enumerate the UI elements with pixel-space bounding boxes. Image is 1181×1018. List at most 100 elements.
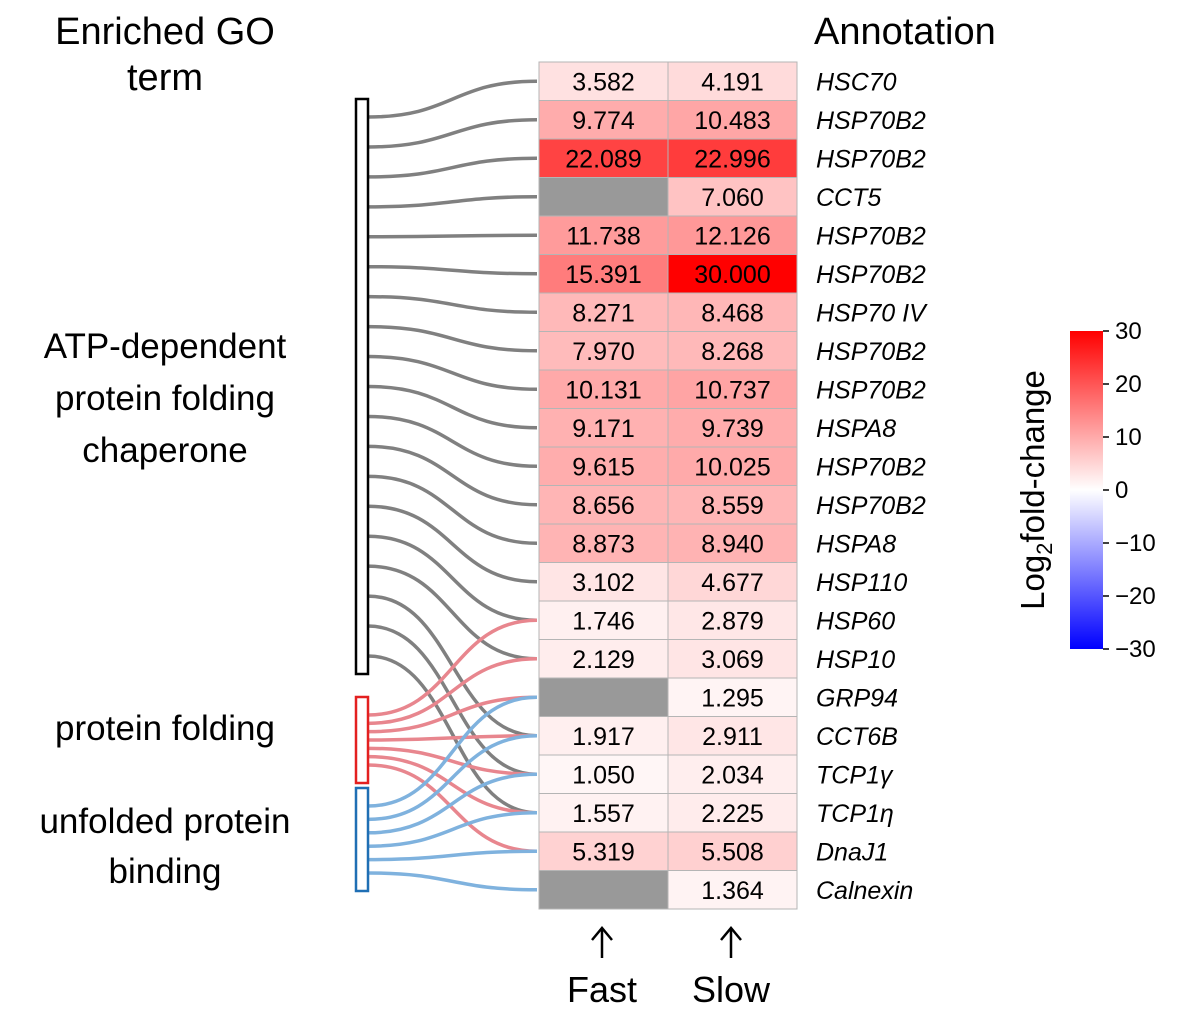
heatmap-cell [538, 446, 669, 486]
heatmap-cells [538, 61, 798, 910]
cell-value: 1.746 [572, 607, 635, 635]
colorbar-title-sub: 2 [1032, 543, 1057, 555]
heatmap-cell [538, 677, 669, 717]
heatmap-cell [667, 177, 798, 217]
annotation-label: HSP60 [816, 607, 895, 635]
heatmap-cell [667, 446, 798, 486]
cell-value: 5.508 [701, 838, 764, 866]
heatmap-cell [538, 831, 669, 871]
go-link [367, 294, 538, 314]
cell-value: 22.089 [565, 145, 641, 173]
annotation-label: HSP70B2 [816, 222, 926, 250]
go-link [367, 195, 538, 209]
cell-value: 10.737 [694, 376, 770, 404]
colorbar-tick-label: 30 [1115, 318, 1142, 345]
heatmap-cell [667, 138, 798, 178]
cell-value: 2.879 [701, 607, 764, 635]
cell-value: 1.364 [701, 877, 764, 905]
go-link [367, 695, 538, 808]
cell-value: 5.319 [572, 838, 635, 866]
go-link [367, 654, 538, 815]
heatmap-cell [667, 831, 798, 871]
cell-value: 30.000 [694, 261, 770, 289]
go-link [367, 264, 538, 276]
cell-value: 4.191 [701, 68, 764, 96]
go-term-header-line-2: term [127, 57, 203, 99]
go-bracket [354, 695, 370, 785]
go-link [367, 734, 538, 742]
heatmap-cell [667, 716, 798, 756]
colorbar-title-suffix: fold-change [1014, 370, 1051, 542]
cell-value: 2.225 [701, 800, 764, 828]
heatmap-cell [667, 639, 798, 679]
annotation-label: HSPA8 [816, 415, 896, 443]
cell-value: 10.483 [694, 107, 770, 135]
heatmap-cell [538, 369, 669, 409]
colorbar-title: Log2fold-change [1014, 370, 1057, 610]
go-term-header-line-1: Enriched GO [55, 11, 275, 53]
colorbar-tick-label: −30 [1115, 636, 1156, 663]
go-link [367, 734, 538, 822]
go-link [367, 354, 538, 391]
annotation-label: HSP70 IV [816, 299, 928, 327]
cell-value: 8.873 [572, 530, 635, 558]
go-link [367, 624, 538, 776]
go-link [367, 657, 538, 726]
annotation-label: HSP10 [816, 646, 895, 674]
annotation-label: HSP70B2 [816, 261, 926, 289]
annotation-label: HSC70 [816, 68, 897, 96]
heatmap-border [538, 61, 798, 910]
cell-value: 4.677 [701, 569, 764, 597]
go-bracket [354, 786, 370, 893]
go-link [367, 233, 538, 239]
heatmap-cell [538, 331, 669, 371]
heatmap-cell [667, 100, 798, 140]
heatmap-cell [667, 254, 798, 294]
colorbar-tick-label: −20 [1115, 583, 1156, 610]
heatmap-cell [538, 177, 669, 217]
cell-value: 1.050 [572, 761, 635, 789]
go-link [367, 871, 538, 892]
heatmap-cell [667, 523, 798, 563]
heatmap-cell [538, 639, 669, 679]
colorbar-tick-label: −10 [1115, 530, 1156, 557]
go-link [367, 384, 538, 430]
go-link [367, 763, 538, 853]
go-link [367, 811, 538, 848]
annotation-labels: HSC70 HSP70B2 HSP70B2 CCT5 HSP70B2 HSP70B2 HSP… [816, 68, 928, 905]
heatmap-cell [538, 870, 669, 910]
go-link [367, 754, 538, 815]
fast-label: Fast [567, 969, 637, 1010]
cell-value: 9.774 [572, 107, 635, 135]
cell-value: 10.131 [565, 376, 641, 404]
annotation-label: CCT5 [816, 184, 881, 212]
heatmap-cell [667, 870, 798, 910]
heatmap-cell [667, 754, 798, 794]
annotation-label: TCP1γ [816, 761, 894, 789]
slow-arrow-icon [720, 926, 742, 958]
cell-value: 8.940 [701, 530, 764, 558]
cell-value: 9.171 [572, 415, 635, 443]
heatmap-cell [538, 100, 669, 140]
heatmap-cell [667, 485, 798, 525]
annotation-label: HSP70B2 [816, 492, 926, 520]
go-bracket [354, 97, 370, 676]
go-link [367, 695, 538, 734]
colorbar-title-prefix: Log [1014, 555, 1051, 610]
cell-value: 2.911 [702, 723, 763, 751]
cell-value: 8.268 [701, 338, 764, 366]
colorbar-ticks: 30 20 10 0 −10 −20 −30 [1103, 318, 1156, 663]
slow-label: Slow [692, 969, 771, 1010]
colorbar-tick-label: 20 [1115, 371, 1142, 398]
cell-value: 7.060 [701, 184, 764, 212]
go-link [367, 849, 538, 862]
go-term-label: protein folding [55, 379, 275, 418]
go-term-label: binding [109, 852, 222, 891]
go-term-label: protein folding [55, 709, 275, 748]
colorbar-tick-label: 10 [1115, 424, 1142, 451]
heatmap-values: 3.582 4.191 9.774 10.483 22.089 22.996 7.060 11… [565, 68, 770, 905]
annotation-label: HSP70B2 [816, 338, 926, 366]
cell-value: 15.391 [565, 261, 641, 289]
cell-value: 22.996 [694, 145, 770, 173]
cell-value: 1.917 [572, 723, 635, 751]
